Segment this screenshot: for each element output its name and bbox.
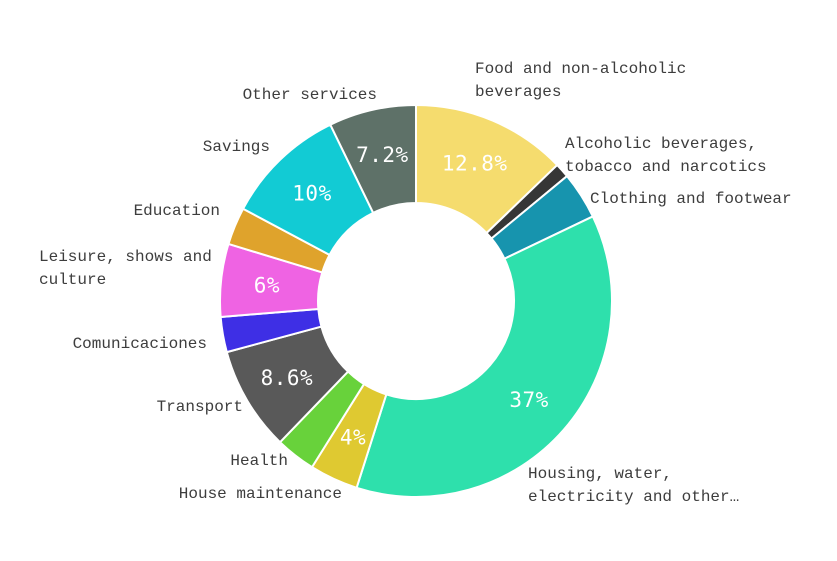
callout-label-clothing: Clothing and footwear [590, 190, 792, 208]
callout-label-leisure: Leisure, shows and culture [39, 248, 212, 289]
callout-label-savings: Savings [202, 138, 270, 156]
callout-label-transport: Transport [156, 398, 243, 416]
callout-label-education: Education [133, 202, 220, 220]
pct-label-savings: 10% [292, 181, 331, 205]
callout-label-housing: Housing, water, electricity and other… [528, 465, 740, 506]
callout-label-food: Food and non-alcoholic beverages [475, 60, 687, 101]
callout-label-alcoholic-tobacco: Alcoholic beverages, tobacco and narcoti… [565, 135, 767, 176]
pct-label-transport: 8.6% [261, 366, 314, 390]
pct-label-food: 12.8% [442, 151, 508, 175]
callout-label-health: Health [230, 452, 288, 470]
pct-label-other-services: 7.2% [356, 143, 409, 167]
callout-label-comunicaciones: Comunicaciones [72, 335, 207, 353]
pct-label-house-maintenance: 4% [340, 425, 366, 449]
pct-label-leisure: 6% [254, 273, 280, 297]
slice-housing[interactable] [355, 215, 613, 498]
slice-other-services[interactable] [329, 104, 417, 214]
pct-label-housing: 37% [509, 388, 548, 412]
callout-label-other-services: Other services [242, 86, 377, 104]
callout-label-house-maintenance: House maintenance [178, 485, 342, 503]
